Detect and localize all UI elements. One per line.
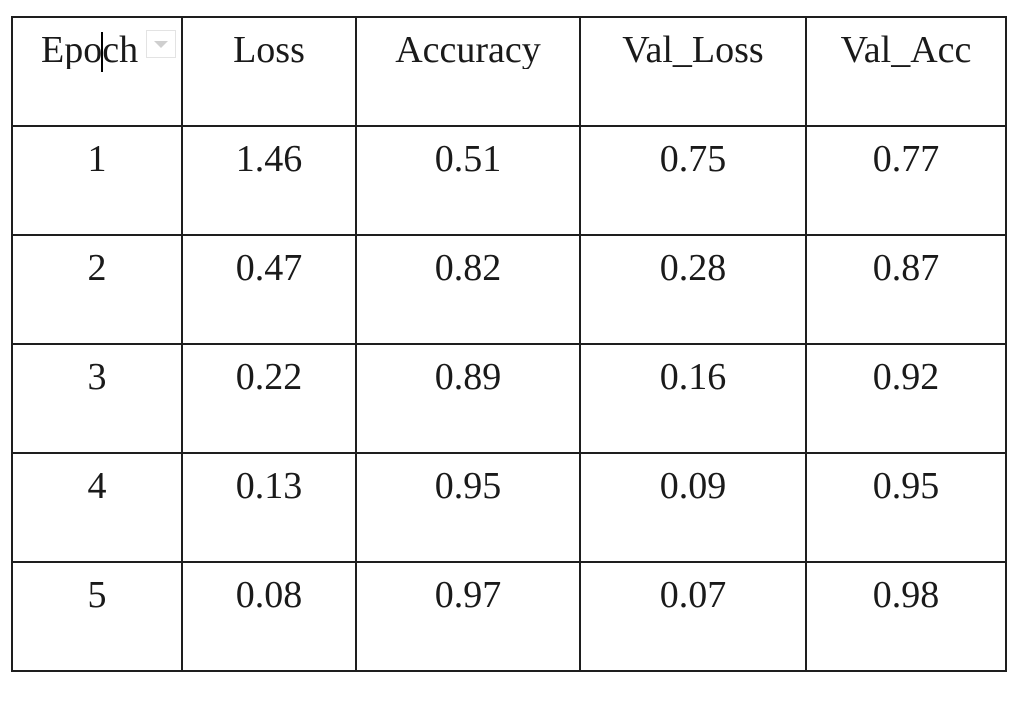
- text-cursor: [101, 32, 103, 72]
- header-cell-epoch[interactable]: Epoch: [11, 16, 183, 127]
- table-cell[interactable]: 1: [11, 125, 183, 236]
- table-cell[interactable]: 0.08: [181, 561, 357, 672]
- table-cell[interactable]: 0.16: [579, 343, 807, 454]
- header-cell-loss[interactable]: Loss: [181, 16, 357, 127]
- table-cell[interactable]: 0.75: [579, 125, 807, 236]
- column-menu-button[interactable]: [146, 30, 176, 58]
- table-row: 5 0.08 0.97 0.07 0.98: [11, 561, 1007, 672]
- table-cell[interactable]: 2: [11, 234, 183, 345]
- chevron-down-icon: [154, 41, 168, 48]
- header-cell-accuracy[interactable]: Accuracy: [355, 16, 581, 127]
- table-row: 3 0.22 0.89 0.16 0.92: [11, 343, 1007, 454]
- table-cell[interactable]: 5: [11, 561, 183, 672]
- table-row: 2 0.47 0.82 0.28 0.87: [11, 234, 1007, 345]
- table-cell[interactable]: 0.98: [805, 561, 1007, 672]
- table-cell[interactable]: 3: [11, 343, 183, 454]
- header-label-val-acc: Val_Acc: [840, 29, 972, 69]
- training-metrics-table: Epoch Loss Accuracy Val_Loss Val_Acc 1 1…: [11, 16, 1007, 672]
- header-label-loss: Loss: [233, 29, 305, 69]
- table-cell[interactable]: 4: [11, 452, 183, 563]
- table-cell[interactable]: 0.92: [805, 343, 1007, 454]
- table-row: 1 1.46 0.51 0.75 0.77: [11, 125, 1007, 236]
- header-row: Epoch Loss Accuracy Val_Loss Val_Acc: [11, 16, 1007, 127]
- table-cell[interactable]: 0.87: [805, 234, 1007, 345]
- table-cell[interactable]: 0.13: [181, 452, 357, 563]
- table-cell[interactable]: 0.77: [805, 125, 1007, 236]
- table-cell[interactable]: 0.89: [355, 343, 581, 454]
- table-cell[interactable]: 0.47: [181, 234, 357, 345]
- header-cell-val-acc[interactable]: Val_Acc: [805, 16, 1007, 127]
- table-cell[interactable]: 0.22: [181, 343, 357, 454]
- table-cell[interactable]: 0.28: [579, 234, 807, 345]
- table-cell[interactable]: 0.09: [579, 452, 807, 563]
- table-cell[interactable]: 0.97: [355, 561, 581, 672]
- table-row: 4 0.13 0.95 0.09 0.95: [11, 452, 1007, 563]
- table-cell[interactable]: 0.07: [579, 561, 807, 672]
- table-cell[interactable]: 1.46: [181, 125, 357, 236]
- table-cell[interactable]: 0.82: [355, 234, 581, 345]
- table-cell[interactable]: 0.95: [355, 452, 581, 563]
- header-label-epoch: Epoch: [41, 29, 139, 69]
- header-cell-val-loss[interactable]: Val_Loss: [579, 16, 807, 127]
- table-cell[interactable]: 0.95: [805, 452, 1007, 563]
- table-cell[interactable]: 0.51: [355, 125, 581, 236]
- header-label-accuracy: Accuracy: [395, 29, 541, 69]
- header-label-val-loss: Val_Loss: [622, 29, 764, 69]
